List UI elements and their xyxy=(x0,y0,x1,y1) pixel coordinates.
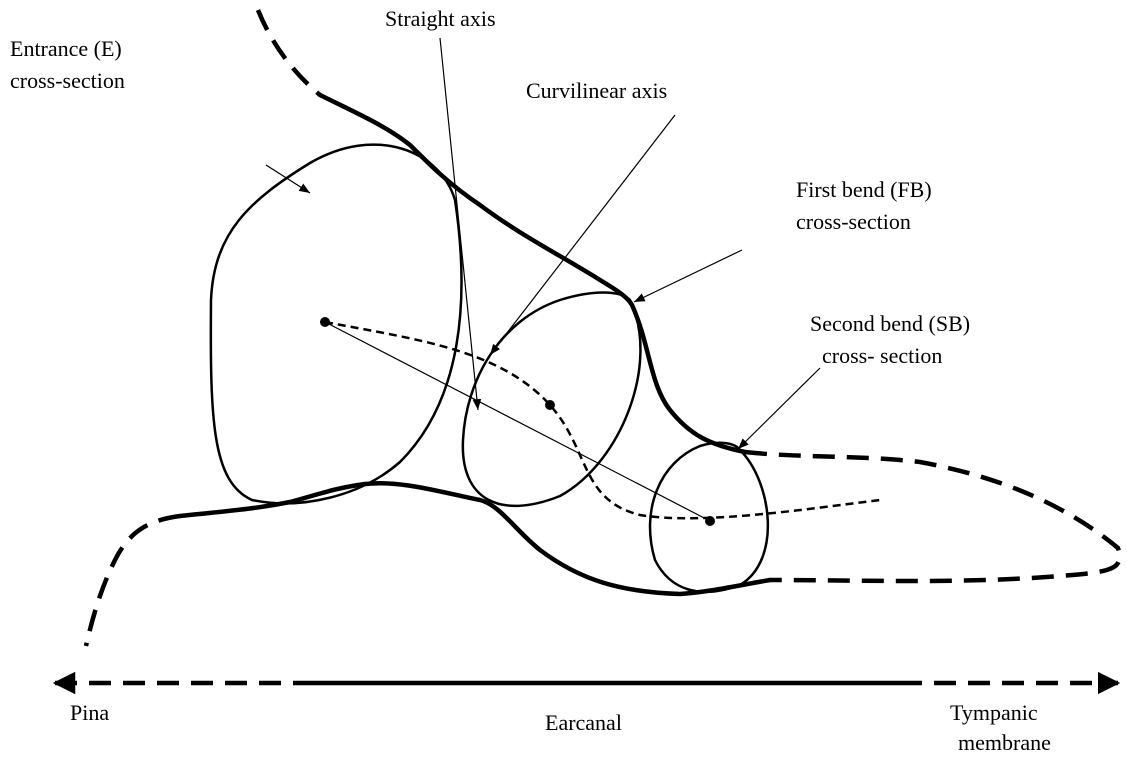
contour-top xyxy=(317,92,748,455)
contour-right-dashed xyxy=(744,449,1122,584)
first-bend-section xyxy=(461,291,642,508)
contour-top-dashed xyxy=(255,9,322,97)
second-bend-section xyxy=(648,441,769,594)
label: Entrance (E) xyxy=(10,36,122,61)
axis-label: membrane xyxy=(958,730,1051,755)
label: Second bend (SB) xyxy=(810,311,970,336)
label: cross-section xyxy=(10,68,125,93)
label: First bend (FB) xyxy=(796,177,932,202)
curvilinear-axis xyxy=(324,320,881,520)
label: Curvilinear axis xyxy=(526,78,667,103)
contour-bottom xyxy=(177,481,773,597)
label: Straight axis xyxy=(385,6,496,31)
pointer xyxy=(439,37,482,411)
axis-label: Earcanal xyxy=(545,710,622,735)
contour-left-dashed xyxy=(83,513,181,647)
centroid xyxy=(705,516,715,526)
axis-label: Pina xyxy=(70,700,109,725)
centroid xyxy=(545,400,555,410)
axis-label: Tympanic xyxy=(950,700,1038,725)
pointer xyxy=(265,164,311,194)
label: cross-section xyxy=(796,209,911,234)
pointer xyxy=(633,249,743,303)
centroid xyxy=(320,317,330,327)
entrance-section xyxy=(209,143,463,505)
straight-axis xyxy=(324,321,711,522)
pointer xyxy=(737,367,821,450)
label: cross- section xyxy=(822,343,942,368)
pointer xyxy=(489,114,676,356)
